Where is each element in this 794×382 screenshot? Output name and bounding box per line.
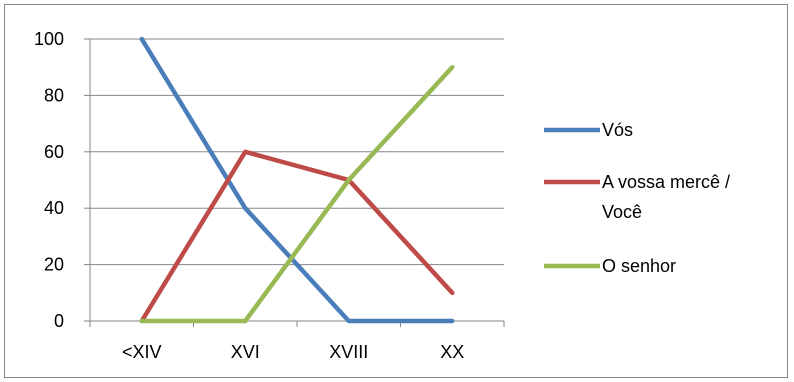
chart-frame: [4, 4, 788, 378]
y-tick-label: 80: [44, 85, 64, 105]
series-line-3: [139, 64, 455, 324]
x-tick-label: XVIII: [329, 342, 368, 362]
y-tick-label: 100: [34, 29, 64, 49]
legend-label-line: A vossa mercê /: [602, 172, 730, 192]
legend: Vós A vossa mercê / Você O senhor: [544, 120, 730, 276]
axis-layer: 0 20 40 60 80 100 <XIV XVI XVIII XX: [34, 29, 505, 362]
legend-label: A vossa mercê / Você: [602, 172, 730, 222]
series-line-1: [139, 36, 455, 324]
y-tick-label: 20: [44, 255, 64, 275]
legend-label-line: Vós: [602, 120, 633, 140]
x-tick-label: XVI: [231, 342, 260, 362]
y-tick-label: 60: [44, 142, 64, 162]
x-tick-label: <XIV: [122, 342, 162, 362]
x-tick-label: XX: [440, 342, 464, 362]
legend-label: O senhor: [602, 256, 676, 276]
y-tick-label: 0: [54, 311, 64, 331]
legend-label: Vós: [602, 120, 633, 140]
legend-label-line: O senhor: [602, 256, 676, 276]
legend-label-line: Você: [602, 202, 642, 222]
series-layer: [139, 36, 455, 324]
y-tick-label: 40: [44, 198, 64, 218]
series-line-2: [139, 149, 455, 324]
grid-layer: [90, 38, 504, 266]
